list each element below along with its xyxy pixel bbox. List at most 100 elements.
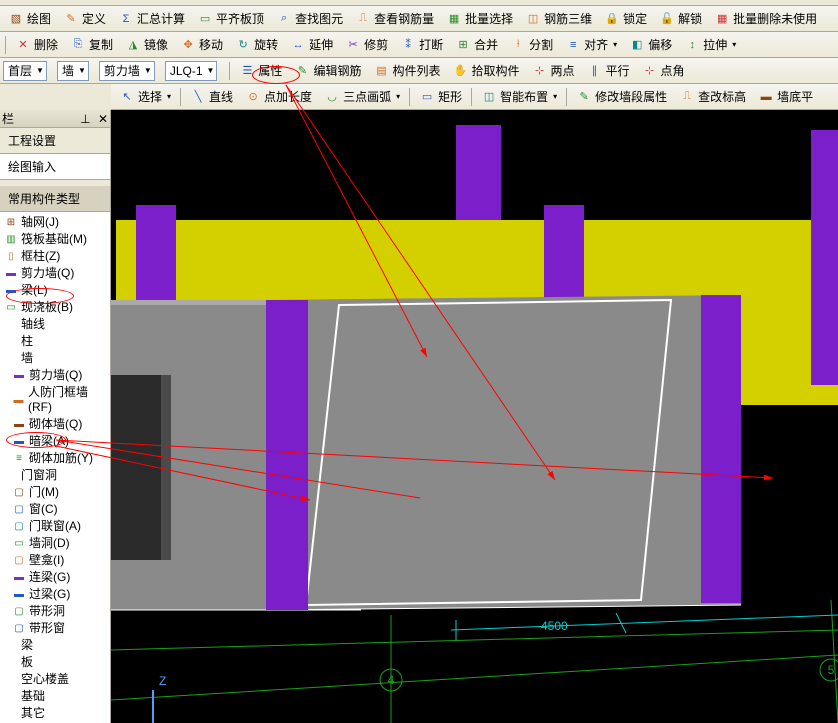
tab-project-settings[interactable]: 工程设置 <box>0 128 110 154</box>
close-icon[interactable]: ✕ <box>98 112 108 126</box>
tree-item-[interactable]: 柱 <box>0 333 110 350</box>
修改墙段属性-icon: ✎ <box>576 89 592 105</box>
点加长度-icon: ⊙ <box>245 89 261 105</box>
编辑钢筋-icon: ✎ <box>294 63 310 79</box>
tree-item-[interactable]: 其它 <box>0 705 110 722</box>
toolbar-button-[interactable]: ⎘复制 <box>65 33 118 56</box>
toolbar-button-[interactable]: ⊞合并 <box>450 33 503 56</box>
toolbar-button-[interactable]: ▤构件列表 <box>368 59 445 82</box>
tree-item-A[interactable]: ▢门联窗(A) <box>0 518 110 535</box>
toolbar-button-[interactable]: ⎍查改标高 <box>674 85 751 108</box>
tree-item-[interactable]: ▢带形洞 <box>0 603 110 620</box>
toolbar-button-[interactable]: ∥平行 <box>582 59 635 82</box>
toolbar-label: 钢筋三维 <box>544 10 592 27</box>
dropdown-首层[interactable]: 首层▼ <box>3 61 47 81</box>
toolbar-button-[interactable]: ✋拾取构件 <box>447 59 524 82</box>
tree-item-Z[interactable]: ▯框柱(Z) <box>0 248 110 265</box>
删除-icon: ✕ <box>15 37 31 53</box>
tree-item-M[interactable]: ▢门(M) <box>0 484 110 501</box>
toolbar-button-[interactable]: ⁑打断 <box>395 33 448 56</box>
矩形-icon: ▭ <box>419 89 435 105</box>
tree-item-I[interactable]: ▢壁龛(I) <box>0 552 110 569</box>
toolbar-button-[interactable]: ◫智能布置▾ <box>476 85 562 108</box>
钢筋三维-icon: ◫ <box>525 11 541 27</box>
toolbar-button-[interactable]: ▦批量删除未使用 <box>709 7 822 30</box>
tree-item-Q[interactable]: ▬剪力墙(Q) <box>0 367 110 384</box>
toolbar-button-[interactable]: ╲直线 <box>185 85 238 108</box>
tree-item-icon: ▬ <box>12 369 26 383</box>
tree-item-[interactable]: 轴线 <box>0 316 110 333</box>
toolbar-button-[interactable]: ↻旋转 <box>230 33 283 56</box>
toolbar-button-[interactable]: ✕删除 <box>10 33 63 56</box>
tree-item-J[interactable]: ⊞轴网(J) <box>0 214 110 231</box>
toolbar-label: 三点画弧 <box>343 88 391 105</box>
toolbar-button-[interactable]: ✥移动 <box>175 33 228 56</box>
toolbar-button-[interactable]: ✎编辑钢筋 <box>289 59 366 82</box>
toolbar-button-[interactable]: ⊙点加长度 <box>240 85 317 108</box>
toolbar-button-[interactable]: ⊹两点 <box>526 59 579 82</box>
model-3d: 4 5 <box>111 110 838 723</box>
toolbar-button-[interactable]: ▦批量选择 <box>441 7 518 30</box>
tree-item-Y[interactable]: ≡砌体加筋(Y) <box>0 450 110 467</box>
toolbar-button-[interactable]: ◫钢筋三维 <box>520 7 597 30</box>
tree-item-L[interactable]: ▬梁(L) <box>0 282 110 299</box>
tree-item-icon: ▢ <box>12 486 26 500</box>
toolbar-button-[interactable]: ⟊分割 <box>505 33 558 56</box>
dropdown-JLQ-1[interactable]: JLQ-1▼ <box>165 61 218 81</box>
toolbar-label: 编辑钢筋 <box>313 62 361 79</box>
toolbar-label: 打断 <box>419 36 443 53</box>
toolbar-button-[interactable]: ✎修改墙段属性 <box>571 85 672 108</box>
dropdown-arrow-icon: ▾ <box>396 92 400 101</box>
toolbar-button-[interactable]: ▧绘图 <box>3 7 56 30</box>
tree-item-label: 砌体加筋(Y) <box>29 451 93 466</box>
tree-item-G[interactable]: ▬过梁(G) <box>0 586 110 603</box>
pin-icon[interactable]: ⊥ <box>80 112 90 126</box>
dropdown-剪力墙[interactable]: 剪力墙▼ <box>99 61 155 81</box>
toolbar-button-[interactable]: ◧偏移 <box>624 33 677 56</box>
toolbar-button-[interactable]: ◡三点画弧▾ <box>319 85 405 108</box>
tree-item-[interactable]: 门窗洞 <box>0 467 110 484</box>
viewport-3d[interactable]: 4 5 <box>111 110 838 723</box>
tree-item-RF[interactable]: ▬人防门框墙(RF) <box>0 384 110 416</box>
toolbar-button-[interactable]: ▭平齐板顶 <box>192 7 269 30</box>
tree-item-B[interactable]: ▭现浇板(B) <box>0 299 110 316</box>
tree-item-[interactable]: 基础 <box>0 688 110 705</box>
toolbar-button-[interactable]: ⎍查看钢筋量 <box>350 7 439 30</box>
toolbar-button-[interactable]: Σ汇总计算 <box>113 7 190 30</box>
tree-item-[interactable]: 墙 <box>0 350 110 367</box>
tree-item-C[interactable]: ▢窗(C) <box>0 501 110 518</box>
toolbar-button-[interactable]: ↖选择▾ <box>114 85 176 108</box>
墙底平-icon: ▬ <box>758 89 774 105</box>
toolbar-button-[interactable]: ≡对齐▾ <box>560 33 622 56</box>
separator <box>566 88 567 106</box>
toolbar-button-[interactable]: ⌕查找图元 <box>271 7 348 30</box>
tree-item-[interactable]: 板 <box>0 654 110 671</box>
toolbar-button-[interactable]: ⊹点角 <box>637 59 690 82</box>
chevron-down-icon: ▼ <box>78 66 86 75</box>
chevron-down-icon: ▼ <box>207 66 215 75</box>
tree-item-G[interactable]: ▬连梁(G) <box>0 569 110 586</box>
tree-item-icon: ▬ <box>12 435 26 449</box>
toolbar-button-[interactable]: ▬墙底平 <box>753 85 818 108</box>
tree-item-D[interactable]: ▭墙洞(D) <box>0 535 110 552</box>
tab-draw-input[interactable]: 绘图输入 <box>0 154 110 180</box>
toolbar-button-[interactable]: ✎定义 <box>58 7 111 30</box>
tree-item-Q[interactable]: ▬砌体墙(Q) <box>0 416 110 433</box>
dropdown-墙[interactable]: 墙▼ <box>57 61 89 81</box>
tree-item-A[interactable]: ▬暗梁(A) <box>0 433 110 450</box>
toolbar-button-[interactable]: ◮镜像 <box>120 33 173 56</box>
tree-item-Q[interactable]: ▬剪力墙(Q) <box>0 265 110 282</box>
tree-item-label: 墙 <box>21 351 33 366</box>
tree-item-[interactable]: 空心楼盖 <box>0 671 110 688</box>
toolbar-button-[interactable]: 🔓解锁 <box>654 7 707 30</box>
toolbar-button-[interactable]: ↕拉伸▾ <box>679 33 741 56</box>
toolbar-button-[interactable]: ↔延伸 <box>285 33 338 56</box>
tree-item-[interactable]: ▢带形窗 <box>0 620 110 637</box>
toolbar-button-[interactable]: ▭矩形 <box>414 85 467 108</box>
toolbar-button-[interactable]: ☰属性 <box>234 59 287 82</box>
tree-item-[interactable]: 梁 <box>0 637 110 654</box>
toolbar-button-[interactable]: 🔒锁定 <box>599 7 652 30</box>
tree-item-M[interactable]: ▥筏板基础(M) <box>0 231 110 248</box>
toolbar-button-[interactable]: ✂修剪 <box>340 33 393 56</box>
svg-text:5: 5 <box>828 663 835 677</box>
